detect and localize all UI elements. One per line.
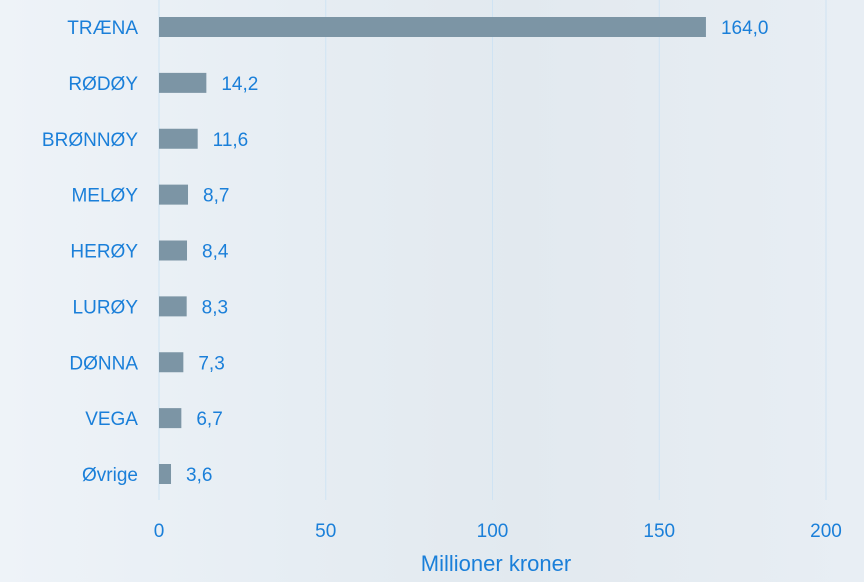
data-label: 6,7 — [196, 409, 222, 430]
data-label: 7,3 — [198, 353, 224, 374]
category-label: RØDØY — [68, 74, 138, 95]
data-label: 3,6 — [186, 465, 212, 486]
category-label: Øvrige — [82, 465, 138, 486]
bar — [159, 296, 187, 316]
x-tick-label: 200 — [810, 521, 842, 542]
x-tick-label: 150 — [643, 521, 675, 542]
grid-lines — [159, 0, 826, 500]
category-label: DØNNA — [69, 353, 138, 374]
bar — [159, 185, 188, 205]
x-tick-label: 0 — [154, 521, 165, 542]
category-label: LURØY — [73, 297, 139, 318]
data-label: 8,3 — [202, 297, 228, 318]
bar — [159, 129, 198, 149]
bar — [159, 408, 181, 428]
category-label: BRØNNØY — [42, 130, 138, 151]
x-tick-label: 100 — [477, 521, 509, 542]
category-label: HERØY — [70, 242, 138, 263]
category-label: MELØY — [71, 186, 138, 207]
bar — [159, 241, 187, 261]
x-axis-label: Millioner kroner — [421, 551, 571, 576]
category-labels: TRÆNA RØDØY BRØNNØY MELØY HERØY LURØY DØNNA VEG… — [42, 18, 138, 486]
bar — [159, 464, 171, 484]
data-label: 8,7 — [203, 186, 229, 207]
bar — [159, 17, 706, 37]
x-tick-labels: 0 50 100 150 200 — [154, 521, 842, 542]
value-labels: 164,0 14,2 11,6 8,7 8,4 8,3 7,3 6,7 3,6 — [186, 18, 768, 486]
data-label: 164,0 — [721, 18, 769, 39]
data-label: 14,2 — [221, 74, 258, 95]
data-label: 11,6 — [213, 130, 249, 151]
bar — [159, 73, 206, 93]
data-label: 8,4 — [202, 242, 229, 263]
category-label: TRÆNA — [67, 18, 138, 39]
x-tick-label: 50 — [315, 521, 336, 542]
bar — [159, 352, 183, 372]
category-label: VEGA — [85, 409, 138, 430]
